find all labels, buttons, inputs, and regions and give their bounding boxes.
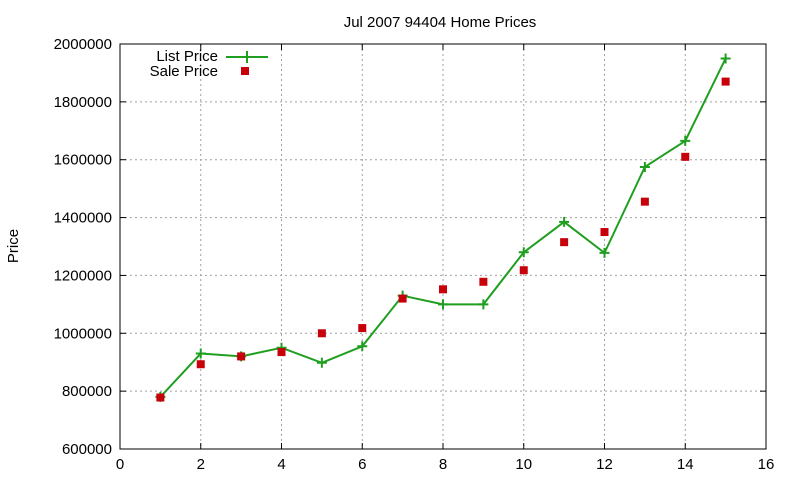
chart-title: Jul 2007 94404 Home Prices <box>344 14 537 31</box>
square-marker <box>317 329 326 338</box>
plus-marker <box>680 135 691 146</box>
x-tick-label: 12 <box>596 456 613 473</box>
square-marker <box>196 360 205 369</box>
x-tick-label: 2 <box>197 456 205 473</box>
plus-marker <box>357 341 368 352</box>
square-marker <box>681 152 690 161</box>
y-tick-label: 1200000 <box>54 267 112 284</box>
square-marker <box>479 277 488 286</box>
square-marker <box>277 348 286 357</box>
y-tick-label: 2000000 <box>54 36 112 53</box>
legend-label-list-price: List Price <box>156 48 218 65</box>
square-marker <box>156 393 165 402</box>
x-tick-label: 14 <box>677 456 694 473</box>
x-tick-label: 16 <box>758 456 775 473</box>
legend-square-marker-sale-price <box>241 67 249 75</box>
plus-marker <box>599 247 610 258</box>
y-tick-label: 1800000 <box>54 94 112 111</box>
square-marker <box>640 197 649 206</box>
y-tick-label: 1400000 <box>54 210 112 227</box>
plus-marker <box>438 299 448 310</box>
plus-marker <box>559 216 570 227</box>
legend-plus-marker-list-price <box>241 51 253 63</box>
x-tick-label: 10 <box>515 456 532 473</box>
square-marker <box>721 77 730 86</box>
square-marker <box>519 266 528 275</box>
plus-marker <box>316 357 327 368</box>
series <box>155 53 731 402</box>
plot-frame <box>119 43 767 450</box>
legend: List Price Sale Price <box>150 48 268 80</box>
axes <box>119 43 767 450</box>
x-tick-label: 8 <box>439 456 447 473</box>
y-tick-label: 1600000 <box>54 152 112 169</box>
square-marker <box>358 324 367 333</box>
y-tick-label: 600000 <box>62 441 112 458</box>
x-tick-label: 0 <box>116 456 124 473</box>
y-axis-label: Price <box>5 229 22 263</box>
y-tick-label: 1000000 <box>54 325 112 342</box>
y-tick-label: 800000 <box>62 383 112 400</box>
tick-labels: 0 2 4 6 8 10 12 14 16 600000 800000 1000000 1200000 1… <box>54 36 775 473</box>
square-marker <box>560 238 569 247</box>
x-tick-label: 4 <box>277 456 285 473</box>
plus-marker <box>518 247 529 258</box>
plus-marker <box>720 53 731 64</box>
square-marker <box>600 228 609 237</box>
x-tick-label: 6 <box>358 456 366 473</box>
square-marker <box>398 294 407 303</box>
square-marker <box>439 285 447 294</box>
plus-marker <box>195 348 206 359</box>
plus-marker <box>639 161 650 172</box>
legend-label-sale-price: Sale Price <box>150 63 218 80</box>
plus-marker <box>478 299 489 310</box>
series-sale-price <box>156 77 730 402</box>
square-marker <box>237 352 246 361</box>
